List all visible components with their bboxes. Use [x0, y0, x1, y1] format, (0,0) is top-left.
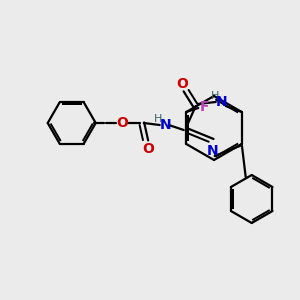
Text: N: N — [207, 144, 218, 158]
Text: H: H — [154, 114, 162, 124]
Text: O: O — [176, 77, 188, 91]
Text: N: N — [160, 118, 172, 132]
Text: O: O — [142, 142, 154, 156]
Text: F: F — [200, 100, 209, 114]
Text: H: H — [211, 91, 219, 101]
Text: O: O — [116, 116, 128, 130]
Text: N: N — [216, 95, 227, 109]
